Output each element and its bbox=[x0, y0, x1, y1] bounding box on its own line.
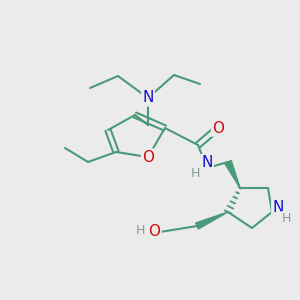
Text: N: N bbox=[142, 91, 154, 106]
Text: O: O bbox=[142, 149, 154, 164]
Text: H: H bbox=[136, 224, 145, 237]
Polygon shape bbox=[196, 212, 228, 229]
Text: O: O bbox=[148, 224, 160, 239]
Text: N: N bbox=[272, 200, 284, 215]
Polygon shape bbox=[225, 160, 240, 188]
Text: H: H bbox=[190, 167, 200, 180]
Text: O: O bbox=[212, 121, 224, 136]
Text: H: H bbox=[282, 212, 291, 225]
Text: N: N bbox=[201, 155, 213, 170]
